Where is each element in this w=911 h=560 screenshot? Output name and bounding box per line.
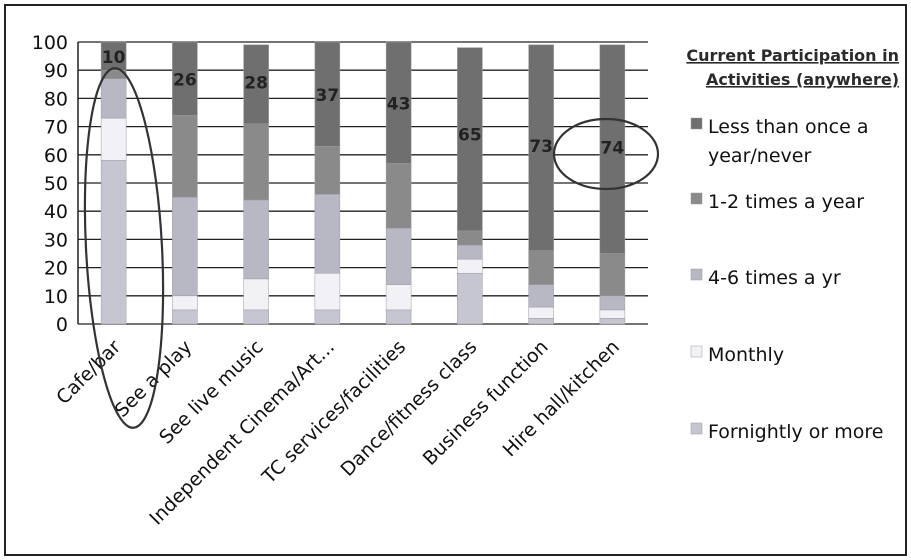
bar-segment <box>600 310 625 318</box>
data-label: 26 <box>173 71 197 91</box>
bar-segment <box>386 310 411 324</box>
bar-segment <box>457 259 482 273</box>
bar-segment <box>386 228 411 284</box>
bar-segment <box>101 160 126 324</box>
y-tick-label: 40 <box>44 201 68 223</box>
legend-title: Activities (anywhere) <box>706 70 899 89</box>
bar-segment <box>315 310 340 324</box>
bar-segment <box>600 296 625 310</box>
bar-segment <box>101 118 126 160</box>
bar-segment <box>244 310 269 324</box>
data-label: 74 <box>601 138 625 158</box>
bar-segment <box>529 307 554 318</box>
bar-segment <box>244 124 269 200</box>
y-axis-ticks: 0 10 20 30 40 50 60 70 80 90 100 <box>32 32 68 336</box>
bar-segment <box>529 285 554 308</box>
bar-segment <box>101 79 126 118</box>
bar-segment <box>315 146 340 194</box>
bar-segment <box>315 194 340 273</box>
legend-label: Less than once a <box>708 116 868 138</box>
legend-label: Monthly <box>708 344 784 366</box>
data-label: 43 <box>387 95 411 115</box>
y-tick-label: 10 <box>44 286 68 308</box>
data-label: 10 <box>102 48 126 68</box>
y-tick-label: 100 <box>32 32 68 54</box>
bar-segment <box>386 163 411 228</box>
x-tick-label: Dance/fitness class <box>336 336 481 481</box>
legend-label: 4-6 times a yr <box>708 267 841 289</box>
bar-segment <box>386 285 411 310</box>
chart-frame: 0 10 20 30 40 50 60 70 80 90 100 Cafe/bar See a pla… <box>4 4 907 556</box>
data-label: 73 <box>529 137 553 157</box>
legend-swatch <box>691 269 702 280</box>
data-label: 65 <box>458 126 482 146</box>
legend: Current Participation in Activities (anyw… <box>686 46 899 443</box>
bar-segment <box>457 231 482 245</box>
legend-label: Fornightly or more <box>708 421 883 443</box>
bar-segment <box>172 197 197 296</box>
legend-swatch <box>691 193 702 204</box>
legend-label: 1-2 times a year <box>708 191 864 213</box>
bar-segment <box>172 115 197 197</box>
legend-swatch <box>691 118 702 129</box>
y-tick-label: 60 <box>44 145 68 167</box>
legend-title: Current Participation in <box>686 46 899 65</box>
bar-segment <box>529 251 554 285</box>
x-tick-label: TC services/facilities <box>257 336 410 489</box>
bar-segment <box>172 310 197 324</box>
y-tick-label: 80 <box>44 88 68 110</box>
legend-swatch <box>691 346 702 357</box>
data-label: 28 <box>244 73 268 93</box>
bar-segment <box>172 296 197 310</box>
bar-segment <box>244 279 269 310</box>
bar-segment <box>244 200 269 279</box>
y-tick-label: 70 <box>44 117 68 139</box>
bar-segment <box>600 254 625 296</box>
bar-segment <box>315 273 340 310</box>
legend-label: year/never <box>708 145 811 167</box>
y-tick-label: 30 <box>44 229 68 251</box>
y-tick-label: 50 <box>44 173 68 195</box>
y-tick-label: 0 <box>56 314 68 336</box>
data-label: 37 <box>316 86 340 106</box>
bar-segment <box>600 318 625 324</box>
x-tick-label: Business function <box>419 336 553 470</box>
bar-segment <box>457 273 482 324</box>
x-tick-label: Cafe/bar <box>52 336 125 409</box>
y-tick-label: 20 <box>44 258 68 280</box>
y-tick-label: 90 <box>44 60 68 82</box>
bar-segment <box>529 318 554 324</box>
bar-segment <box>457 245 482 259</box>
legend-swatch <box>691 423 702 434</box>
